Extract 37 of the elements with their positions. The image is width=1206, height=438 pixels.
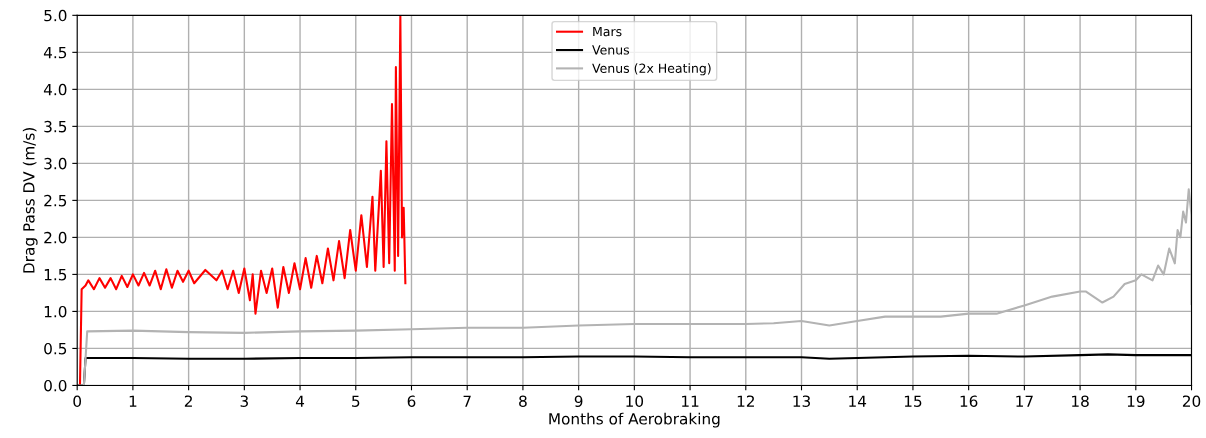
y-tick-label: 1.5 [44,269,67,281]
y-tick-label: 3.5 [44,120,67,133]
y-tick-label: 4.0 [43,83,67,96]
x-tick-label: 16 [960,395,978,407]
x-tick-label: 7 [463,395,471,407]
y-tick-label: 2.5 [44,194,67,207]
x-tick-label: 20 [1182,395,1201,407]
x-tick-label: 2 [184,395,192,407]
x-tick-label: 3 [240,395,248,407]
x-tick-label: 6 [407,395,416,407]
x-tick-label: 1 [129,395,137,407]
y-tick-label: 3.0 [44,157,67,170]
x-tick-label: 8 [519,395,527,407]
x-tick-label: 15 [904,395,922,407]
y-tick-label: 2.0 [44,231,67,244]
x-tick-label: 9 [574,395,583,407]
x-tick-label: 12 [737,395,754,407]
legend-label: Venus [592,45,630,55]
x-tick-label: 18 [1072,395,1089,407]
x-tick-label: 17 [1016,395,1033,407]
x-tick-label: 0 [73,395,82,407]
x-tick-label: 10 [626,395,644,407]
y-tick-label: 1.0 [44,305,67,318]
legend-label: Mars [593,26,622,37]
y-tick-label: 0.5 [44,342,67,355]
x-axis-title: Months of Aerobraking [549,412,720,428]
y-axis-title: Drag Pass DV (m/s) [22,128,38,273]
x-tick-label: 11 [682,395,699,407]
y-tick-label: 0.0 [44,379,67,392]
legend-label: Venus (2x Heating) [592,63,711,76]
x-tick-label: 5 [352,395,360,407]
x-tick-label: 14 [849,395,867,407]
x-tick-label: 19 [1127,395,1145,407]
x-tick-label: 13 [793,395,810,407]
y-tick-label: 5.0 [44,9,67,22]
x-tick-label: 4 [295,395,305,407]
y-tick-label: 4.5 [43,47,67,59]
